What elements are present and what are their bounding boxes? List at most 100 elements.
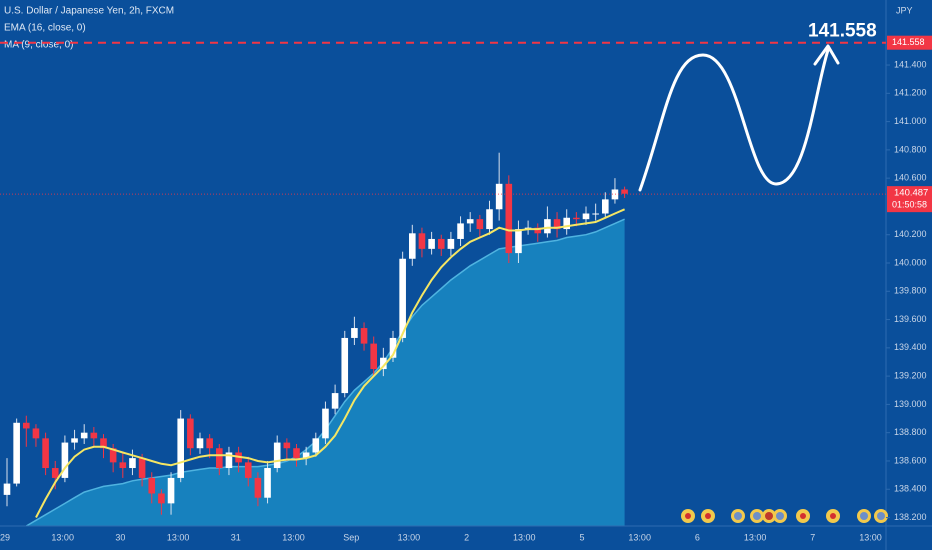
x-tick-label: 5	[579, 532, 584, 542]
candle-body	[592, 213, 599, 215]
candle-body	[138, 458, 146, 478]
candle-body	[61, 442, 69, 478]
countdown-label: 01:50:58	[892, 200, 927, 210]
candle-body	[283, 442, 291, 449]
candle-body	[225, 452, 233, 469]
candle-body	[553, 219, 561, 230]
candle-body	[380, 357, 387, 370]
candle-body	[3, 483, 11, 495]
indicator-label[interactable]: EMA (16, close, 0)	[4, 23, 86, 34]
candle-body	[32, 428, 40, 439]
candle-body	[100, 438, 107, 449]
x-tick-label: 31	[231, 532, 241, 542]
x-tick-label: 13:00	[51, 532, 74, 542]
event-dot	[800, 513, 806, 519]
candle-body	[23, 422, 30, 429]
candle-body	[457, 223, 464, 239]
x-tick-label: 2	[464, 532, 469, 542]
candle-body	[563, 217, 570, 230]
candle-body	[409, 233, 416, 259]
candle-body	[177, 418, 184, 478]
candle-body	[13, 422, 20, 484]
candle-body	[167, 477, 175, 504]
event-dot	[830, 513, 836, 519]
indicator-label[interactable]: MA (9, close, 0)	[4, 40, 73, 51]
x-tick-label: 13:00	[744, 532, 767, 542]
x-tick-label: 13:00	[859, 532, 882, 542]
x-tick-label: 13:00	[628, 532, 651, 542]
event-dot	[877, 512, 885, 520]
target-annotation: 141.558	[808, 21, 877, 42]
target-price-label: 141.558	[892, 37, 925, 47]
x-tick-label: 30	[115, 532, 125, 542]
candle-body	[505, 183, 513, 254]
candle-body	[158, 493, 165, 504]
arrow-head	[813, 44, 840, 66]
candle-body	[244, 462, 252, 478]
x-tick-label: Sep	[343, 532, 359, 542]
candle-body	[515, 229, 522, 254]
event-icons	[681, 509, 888, 523]
candle-body	[476, 219, 484, 230]
candle-body	[312, 438, 320, 453]
y-tick-label: 138.400	[894, 484, 927, 494]
candle-body	[611, 189, 619, 200]
candle-body	[187, 418, 194, 449]
candle-body	[370, 343, 377, 370]
candle-body	[302, 452, 310, 459]
event-dot	[776, 512, 784, 520]
candle-body	[80, 432, 88, 439]
y-tick-label: 139.400	[894, 342, 927, 352]
candle-body	[71, 438, 78, 443]
event-dot	[685, 513, 691, 519]
y-tick-label: 139.800	[894, 286, 927, 296]
last-price-box	[887, 186, 932, 213]
y-tick-label: 141.000	[894, 116, 927, 126]
y-tick-label: 140.000	[894, 257, 927, 267]
projection-arrow	[638, 48, 830, 192]
ma-area	[26, 219, 625, 526]
candle-body	[418, 233, 426, 249]
event-dot	[860, 512, 868, 520]
y-tick-label: 139.200	[894, 370, 927, 380]
candle-body	[582, 213, 590, 220]
y-tick-label: 141.200	[894, 88, 927, 98]
candle-body	[544, 219, 551, 234]
candle-body	[51, 468, 59, 478]
candle-body	[90, 432, 98, 439]
event-dot	[705, 513, 711, 519]
target-price-box	[887, 35, 932, 50]
x-tick-label: 13:00	[513, 532, 536, 542]
candle-body	[273, 442, 281, 469]
candle-body	[109, 448, 117, 463]
candle-body	[360, 328, 368, 344]
candle-body	[602, 199, 609, 214]
candle-body	[437, 238, 445, 249]
candle-body	[621, 189, 628, 194]
y-tick-label: 140.800	[894, 144, 927, 154]
candle-body	[495, 183, 503, 210]
candle-body	[322, 408, 329, 439]
x-tick-label: 13:00	[282, 532, 305, 542]
y-axis-label: JPY	[896, 5, 913, 15]
candle-body	[119, 462, 127, 469]
event-dot	[765, 512, 773, 520]
candle-body	[466, 219, 474, 224]
last-price-label: 140.487	[894, 188, 928, 199]
y-tick-label: 141.400	[894, 59, 927, 69]
y-tick-label: 139.600	[894, 314, 927, 324]
x-tick-label: 6	[695, 532, 700, 542]
y-tick-label: 140.200	[894, 229, 927, 239]
ema-line	[35, 208, 626, 518]
candle-body	[351, 328, 358, 338]
candle-body	[264, 468, 271, 498]
x-tick-label: 13:00	[398, 532, 421, 542]
candle-body	[129, 458, 136, 469]
chart-title[interactable]: U.S. Dollar / Japanese Yen, 2h, FXCM	[4, 6, 174, 17]
x-tick-label: 13:00	[167, 532, 190, 542]
candle-body	[486, 209, 493, 230]
candle-body	[447, 238, 455, 249]
y-tick-label: 139.000	[894, 399, 927, 409]
